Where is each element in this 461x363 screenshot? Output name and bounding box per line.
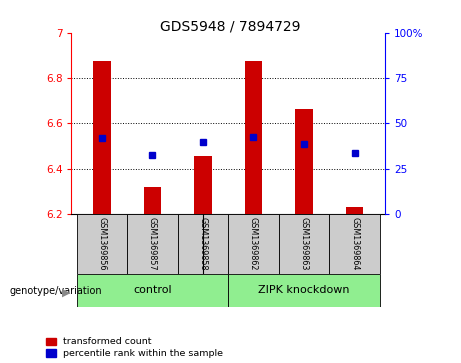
FancyBboxPatch shape	[228, 274, 380, 307]
FancyBboxPatch shape	[279, 214, 329, 274]
Bar	[93, 61, 111, 214]
Bar	[194, 156, 212, 214]
FancyBboxPatch shape	[77, 214, 127, 274]
Bar	[245, 61, 262, 214]
Text: GSM1369856: GSM1369856	[97, 217, 106, 271]
Text: ▶: ▶	[62, 288, 71, 298]
Text: GSM1369863: GSM1369863	[300, 217, 308, 271]
Text: GSM1369857: GSM1369857	[148, 217, 157, 271]
FancyBboxPatch shape	[228, 214, 279, 274]
FancyBboxPatch shape	[127, 214, 177, 274]
Text: genotype/variation: genotype/variation	[9, 286, 102, 296]
FancyBboxPatch shape	[77, 274, 228, 307]
Text: GSM1369864: GSM1369864	[350, 217, 359, 271]
Legend: transformed count, percentile rank within the sample: transformed count, percentile rank withi…	[46, 338, 223, 358]
FancyBboxPatch shape	[177, 214, 228, 274]
Bar	[346, 207, 363, 214]
FancyBboxPatch shape	[329, 214, 380, 274]
Text: control: control	[133, 285, 171, 295]
Bar	[295, 109, 313, 214]
Text: ZIPK knockdown: ZIPK knockdown	[258, 285, 350, 295]
Text: GDS5948 / 7894729: GDS5948 / 7894729	[160, 20, 301, 34]
Text: GSM1369858: GSM1369858	[198, 217, 207, 271]
Bar	[143, 187, 161, 214]
Text: GSM1369862: GSM1369862	[249, 217, 258, 271]
